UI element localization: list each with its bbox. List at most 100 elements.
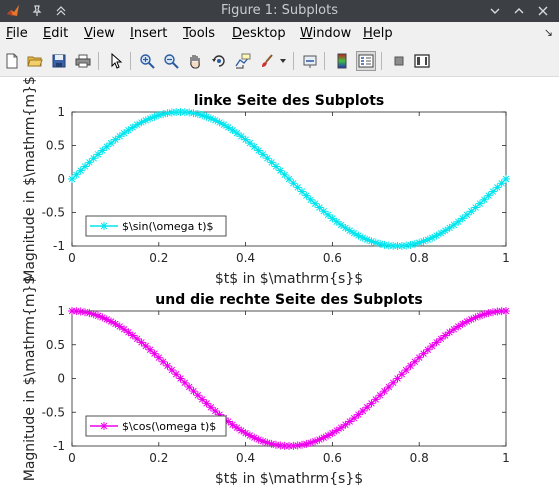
data-point-marker [449,325,458,334]
x-tick-label: 0 [68,451,76,465]
new-figure-icon[interactable] [2,51,22,71]
y-tick-label: 0.5 [46,139,65,153]
toolbar-separator [130,52,131,70]
save-icon[interactable] [49,51,69,71]
data-point-marker [180,378,189,387]
legend-marker [100,422,108,430]
data-point-marker [445,328,454,337]
brush-dropdown-icon[interactable] [277,51,289,71]
window-titlebar: Figure 1: Subplots [0,0,559,22]
data-point-marker [319,207,328,216]
data-point-marker [332,426,341,435]
matlab-logo-icon [4,2,22,20]
data-point-marker [107,139,116,148]
close-icon[interactable] [534,2,552,20]
data-point-marker [85,309,94,318]
x-tick-label: 0.2 [149,451,168,465]
menu-help[interactable]: Help [363,26,393,41]
colorbar-icon[interactable] [332,51,352,71]
data-point-marker [276,166,285,175]
data-point-marker [115,322,124,331]
data-point-marker [285,175,293,183]
data-point-marker [102,315,111,324]
data-point-marker [497,307,506,316]
x-axis-label: $t$ in $\mathrm{s}$ [215,471,363,487]
legend-box [85,415,227,437]
data-point-marker [462,210,471,219]
data-point-marker [350,414,359,423]
pan-hand-icon[interactable] [185,51,205,71]
data-point-marker [141,341,150,350]
data-point-marker [76,307,85,316]
menu-edit[interactable]: Edit [43,26,69,41]
data-point-marker [189,387,198,396]
toolbar-separator [324,52,325,70]
menu-desktop[interactable]: Desktop [232,26,286,41]
minimize-icon[interactable] [486,2,504,20]
data-point-marker [358,407,367,416]
menu-insert[interactable]: Insert [130,26,168,41]
pointer-icon[interactable] [106,51,126,71]
hide-plot-tools-icon[interactable] [389,51,409,71]
data-point-marker [146,345,155,354]
data-point-marker [293,183,302,192]
data-point-marker [289,441,298,450]
data-point-marker [402,241,411,250]
data-point-marker [68,175,76,183]
legend-marker [100,222,108,230]
keep-above-icon[interactable] [52,2,70,20]
data-point-marker [467,207,476,216]
menu-dock-arrow-icon[interactable]: ↘ [543,26,553,39]
data-point-marker [141,116,150,125]
data-point-marker [324,431,333,440]
data-point-marker [484,309,493,318]
data-point-marker [263,154,272,163]
x-tick-label: 1 [502,251,510,265]
data-point-marker [76,166,85,175]
data-point-marker [293,441,302,450]
data-point-marker [445,223,454,232]
brush-icon[interactable] [257,51,277,71]
legend-icon[interactable] [356,51,376,71]
show-plot-tools-icon[interactable] [412,51,432,71]
maximize-icon[interactable] [510,2,528,20]
menu-tools[interactable]: Tools [183,26,216,41]
print-icon[interactable] [73,51,93,71]
x-tick-label: 0.8 [410,251,429,265]
data-point-marker [120,325,129,334]
menu-view[interactable]: View [84,26,115,41]
menu-file[interactable]: File [6,26,28,41]
menu-window[interactable]: Window [300,26,352,41]
toolbar-separator [293,52,294,70]
data-point-marker [271,162,280,171]
data-point-marker [241,429,250,438]
data-point-marker [159,110,168,119]
y-axis-label: Magnitude in $\mathrm{m}$ [22,276,38,482]
data-point-marker [193,110,202,119]
data-point-marker [371,238,380,247]
zoom-in-icon[interactable] [137,51,157,71]
zoom-out-icon[interactable] [161,51,181,71]
data-point-marker [94,150,103,159]
x-tick-label: 0.4 [236,251,255,265]
rotate-3d-icon[interactable] [209,51,229,71]
data-point-marker [245,139,254,148]
data-point-marker [202,112,211,121]
data-point-marker [428,233,437,242]
data-point-marker [94,311,103,320]
data-point-marker [458,214,467,223]
y-tick-label: 0 [57,172,65,186]
data-point-marker [254,435,263,444]
data-point-marker [475,311,484,320]
data-point-marker [198,395,207,404]
data-point-marker [176,108,185,116]
link-plot-icon[interactable] [300,51,320,71]
data-point-marker [250,142,259,151]
data-cursor-icon[interactable] [233,51,253,71]
data-point-marker [258,437,267,446]
data-point-marker [315,203,324,212]
pin-window-icon[interactable] [28,2,46,20]
open-file-icon[interactable] [25,51,45,71]
data-point-marker [354,231,363,240]
data-point-marker [254,146,263,155]
